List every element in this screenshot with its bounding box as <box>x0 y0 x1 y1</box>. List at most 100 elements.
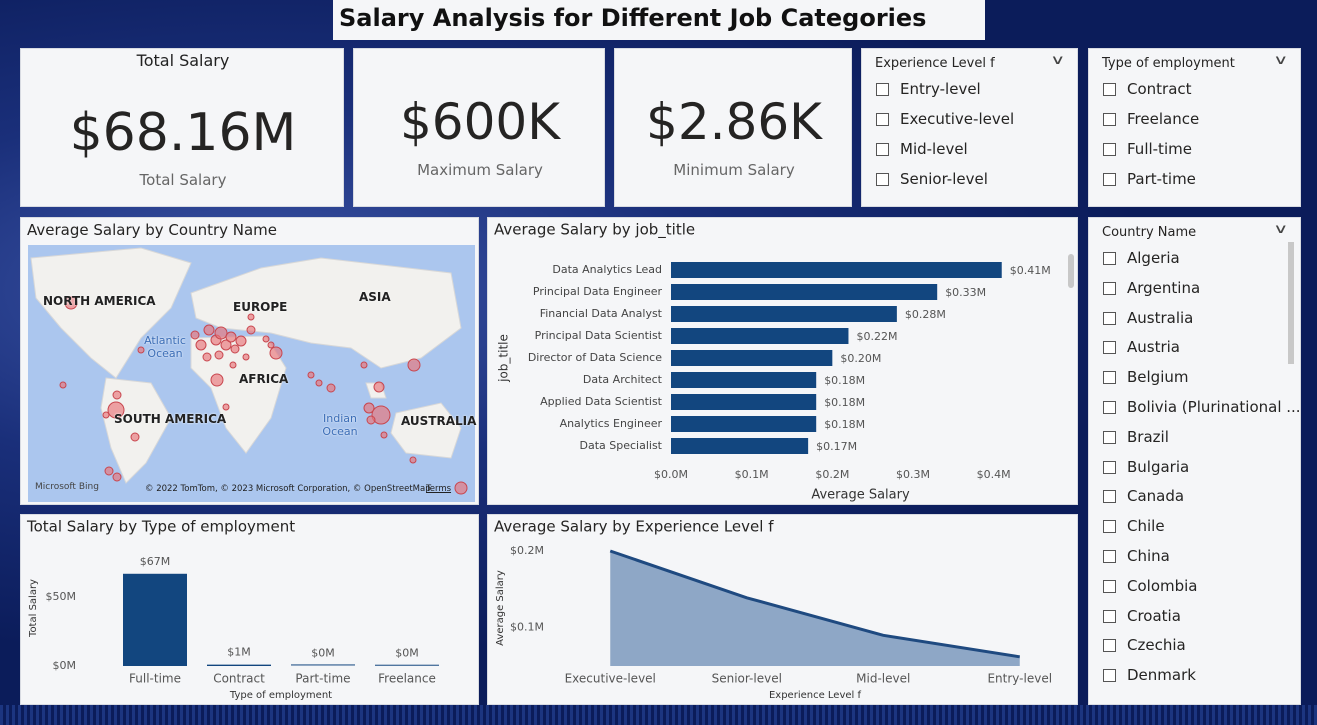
y-tick-label: Director of Data Science <box>528 351 662 364</box>
map-bubble <box>102 411 110 419</box>
map-bubble <box>373 381 385 393</box>
map-bubble <box>214 326 228 340</box>
value-label: $0.18M <box>824 396 865 409</box>
slicer: Experience Level f ∨ Entry-level Executive-… <box>861 48 1078 207</box>
map-bubble <box>267 341 275 349</box>
slicer-checkbox[interactable] <box>876 113 889 126</box>
slicer-item[interactable]: Part-time <box>1127 170 1196 188</box>
map-bubble <box>454 481 468 495</box>
y-tick-label: Principal Data Engineer <box>533 285 663 298</box>
y-tick-label: $50M <box>46 590 77 603</box>
slicer-item[interactable]: Czechia <box>1127 636 1186 655</box>
slicer-checkbox[interactable] <box>876 143 889 156</box>
slicer-checkbox[interactable] <box>1103 173 1116 186</box>
scrollbar[interactable] <box>1288 242 1294 364</box>
slicer-item[interactable]: Canada <box>1127 487 1185 506</box>
map-bubble <box>363 402 375 414</box>
dashboard-title: Salary Analysis for Different Job Catego… <box>339 4 927 32</box>
map-bing: Microsoft Bing <box>35 482 99 492</box>
slicer-item[interactable]: Brazil <box>1127 427 1169 446</box>
x-tick-label: Executive-level <box>565 672 656 686</box>
x-tick-label: Contract <box>213 672 265 686</box>
slicer-item[interactable]: Algeria <box>1127 249 1180 267</box>
y-tick-label: Principal Data Scientist <box>535 329 663 342</box>
slicer-item[interactable]: Argentina <box>1127 278 1201 297</box>
slicer-item[interactable]: Entry-level <box>900 80 981 98</box>
map-bubble <box>242 353 250 361</box>
x-tick-label: Senior-level <box>712 672 782 686</box>
map-bubble <box>371 405 391 425</box>
value-label: $0.18M <box>824 374 865 387</box>
slicer-checkbox[interactable] <box>1103 639 1116 653</box>
slicer-item[interactable]: Executive-level <box>900 110 1015 128</box>
slicer-checkbox[interactable] <box>1103 579 1116 593</box>
x-tick-label: $0.1M <box>735 468 769 481</box>
chart-panel: Total Salary by Type of employment $0M $50… <box>20 514 479 705</box>
slicer-item[interactable]: Contract <box>1127 80 1192 98</box>
slicer-item[interactable]: Bolivia (Plurinational ... <box>1127 398 1301 416</box>
slicer-checkbox[interactable] <box>1103 460 1116 474</box>
map-bubble <box>104 466 114 476</box>
slicer-item[interactable]: Full-time <box>1127 140 1192 158</box>
map-terms[interactable]: Terms <box>426 484 452 494</box>
slicer-checkbox[interactable] <box>1103 550 1116 563</box>
slicer-checkbox[interactable] <box>1103 401 1116 414</box>
slicer-item[interactable]: Belgium <box>1127 368 1189 387</box>
x-tick-label: Part-time <box>295 672 350 686</box>
slicer-item[interactable]: Freelance <box>1127 110 1200 128</box>
slicer-checkbox[interactable] <box>1103 669 1116 683</box>
slicer-checkbox[interactable] <box>1103 311 1116 325</box>
slicer-checkbox[interactable] <box>876 173 889 186</box>
x-tick-label: Entry-level <box>987 672 1052 686</box>
slicer-item[interactable]: Mid-level <box>900 140 968 158</box>
bar <box>123 573 187 666</box>
slicer-checkbox[interactable] <box>1103 490 1116 504</box>
value-label: $0.28M <box>905 308 946 321</box>
slicer-checkbox[interactable] <box>1103 83 1116 96</box>
chart-panel: Average Salary by job_title $0.0M $0.1M $0.… <box>487 217 1078 505</box>
kpi-value: $68.16M <box>69 103 297 163</box>
kpi-card: Total Salary $68.16M Total Salary <box>20 48 344 207</box>
slicer-checkbox[interactable] <box>1103 143 1116 156</box>
slicer-chevron[interactable]: ∨ <box>1273 222 1289 237</box>
slicer-item[interactable]: China <box>1127 547 1170 565</box>
slicer-item[interactable]: Australia <box>1127 308 1194 327</box>
slicer-checkbox[interactable] <box>1103 609 1116 623</box>
kpi-header: Total Salary <box>136 51 230 70</box>
slicer-checkbox[interactable] <box>1103 371 1116 385</box>
x-tick-label: Freelance <box>378 672 436 686</box>
title-box: Salary Analysis for Different Job Catego… <box>333 0 985 40</box>
map-credits: © 2022 TomTom, © 2023 Microsoft Corporat… <box>145 484 431 494</box>
slicer-item[interactable]: Senior-level <box>900 170 988 188</box>
map-bubble <box>137 346 145 354</box>
slicer-checkbox[interactable] <box>1103 430 1116 444</box>
kpi-card: $2.86K Minimum Salary <box>614 48 852 207</box>
slicer-title: Experience Level f <box>875 56 995 71</box>
slicer-item[interactable]: Colombia <box>1127 576 1198 595</box>
map-bubble <box>315 379 323 387</box>
map-land <box>390 402 462 459</box>
map-label: AFRICA <box>239 372 289 386</box>
slicer-checkbox[interactable] <box>1103 341 1116 355</box>
slicer-checkbox[interactable] <box>1103 520 1116 534</box>
map-label: SOUTH AMERICA <box>114 412 227 426</box>
slicer-item[interactable]: Austria <box>1127 338 1180 357</box>
map-bubble <box>380 431 388 439</box>
map-label: AUSTRALIA <box>401 414 477 428</box>
slicer-chevron[interactable]: ∨ <box>1050 53 1066 68</box>
slicer-item[interactable]: Chile <box>1127 517 1165 536</box>
map-bubble <box>130 432 140 442</box>
x-tick-label: $0.0M <box>654 468 688 481</box>
slicer-item[interactable]: Bulgaria <box>1127 457 1190 476</box>
slicer-chevron[interactable]: ∨ <box>1273 53 1289 68</box>
slicer-checkbox[interactable] <box>876 83 889 96</box>
y-tick-label: Applied Data Scientist <box>540 395 663 408</box>
chart-panel: Average Salary by Experience Level f $0.1… <box>487 514 1078 705</box>
map-panel: Average Salary by Country Name NORTH AMER… <box>20 217 479 505</box>
y-tick-label: $0.1M <box>510 621 544 634</box>
slicer-checkbox[interactable] <box>1103 281 1116 295</box>
slicer-item[interactable]: Denmark <box>1127 666 1196 685</box>
slicer-checkbox[interactable] <box>1103 113 1116 126</box>
slicer-checkbox[interactable] <box>1103 252 1116 265</box>
slicer-item[interactable]: Croatia <box>1127 606 1181 625</box>
